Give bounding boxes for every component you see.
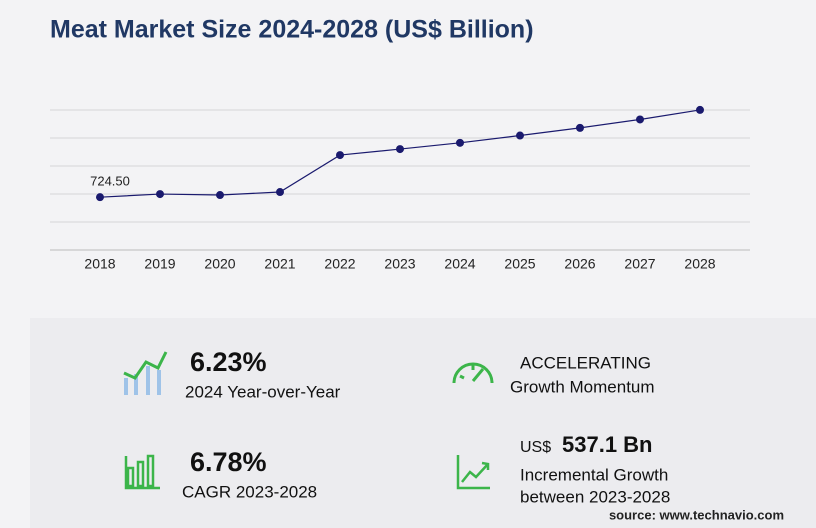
icon-incremental xyxy=(456,455,490,490)
kpi-label: 2024 Year-over-Year xyxy=(185,382,341,401)
point xyxy=(576,123,584,132)
point xyxy=(336,151,344,160)
x-tick-label: 2026 xyxy=(564,256,595,272)
x-tick-label: 2024 xyxy=(444,256,475,272)
point xyxy=(636,115,644,124)
value-label: 724.50 xyxy=(90,174,130,189)
point xyxy=(276,188,284,197)
kpi-value: ACCELERATING xyxy=(520,353,651,372)
icon-yoy xyxy=(123,351,168,395)
x-tick-label: 2025 xyxy=(504,256,535,272)
kpi-label: CAGR 2023-2028 xyxy=(182,482,317,501)
x-tick-label: 2019 xyxy=(144,256,175,272)
chart-title: Meat Market Size 2024-2028 (US$ Billion) xyxy=(50,16,534,44)
point xyxy=(456,138,464,147)
x-tick-label: 2018 xyxy=(84,256,115,272)
x-tick-label: 2021 xyxy=(264,256,295,272)
kpi-label: between 2023-2028 xyxy=(520,487,670,506)
x-tick-label: 2028 xyxy=(684,256,715,272)
point xyxy=(396,145,404,154)
kpi-label: Incremental Growth xyxy=(520,465,668,484)
x-tick-label: 2027 xyxy=(624,256,655,272)
point xyxy=(96,193,104,202)
point xyxy=(156,190,164,199)
kpi-value: 6.78% xyxy=(190,447,267,477)
x-tick-label: 2020 xyxy=(204,256,235,272)
kpi-prefix: US$ xyxy=(520,439,551,456)
line xyxy=(99,109,701,198)
kpi-label: Growth Momentum xyxy=(510,377,655,396)
icon-cagr xyxy=(124,454,160,490)
kpi-value: 6.23% xyxy=(190,347,267,377)
point xyxy=(696,105,704,114)
kpi-panel xyxy=(30,318,816,528)
point xyxy=(516,131,524,140)
source: source: www.technavio.com xyxy=(609,507,784,522)
point xyxy=(216,191,224,200)
kpi-value: 537.1 Bn xyxy=(562,432,653,457)
icon-momentum xyxy=(452,362,494,384)
x-tick-label: 2022 xyxy=(324,256,355,272)
x-tick-label: 2023 xyxy=(384,256,415,272)
